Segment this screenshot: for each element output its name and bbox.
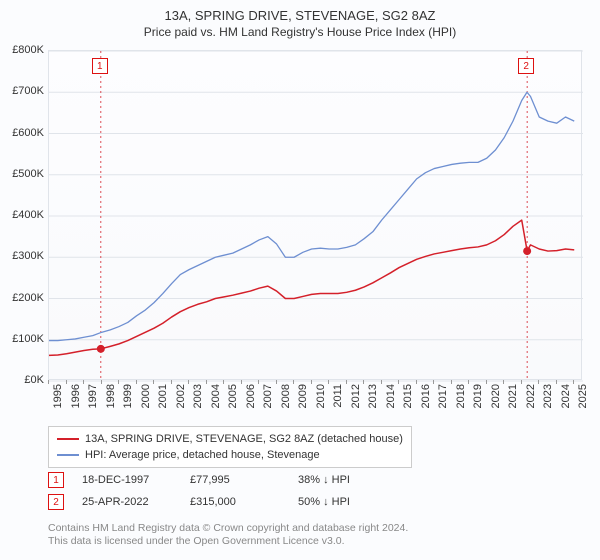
legend-label: 13A, SPRING DRIVE, STEVENAGE, SG2 8AZ (d… [85, 431, 403, 447]
xtick-label: 1995 [52, 384, 64, 408]
xtick-label: 2018 [455, 384, 467, 408]
sale-price: £315,000 [190, 496, 280, 508]
xtick-label: 2010 [315, 384, 327, 408]
xtick-label: 2023 [542, 384, 554, 408]
xtick-label: 2020 [490, 384, 502, 408]
chart-sale-badge: 2 [518, 58, 534, 74]
xtick-label: 2019 [472, 384, 484, 408]
xtick-label: 2017 [437, 384, 449, 408]
xtick-label: 2013 [367, 384, 379, 408]
xtick-label: 2025 [577, 384, 589, 408]
sale-record-row: 1 18-DEC-1997 £77,995 38% ↓ HPI [48, 472, 388, 488]
footer: Contains HM Land Registry data © Crown c… [48, 522, 408, 548]
ytick-label: £700K [4, 85, 44, 97]
xtick-label: 2011 [332, 384, 344, 408]
xtick-label: 1997 [87, 384, 99, 408]
xtick-label: 2022 [525, 384, 537, 408]
xtick-label: 1996 [70, 384, 82, 408]
legend-label: HPI: Average price, detached house, Stev… [85, 447, 320, 463]
xtick-label: 2021 [507, 384, 519, 408]
sale-date: 25-APR-2022 [82, 496, 172, 508]
xtick-label: 2012 [350, 384, 362, 408]
xtick-label: 2024 [560, 384, 572, 408]
footer-line1: Contains HM Land Registry data © Crown c… [48, 522, 408, 535]
xtick-label: 2015 [402, 384, 414, 408]
legend-color-swatch [57, 454, 79, 456]
sale-badge: 1 [48, 472, 64, 488]
ytick-label: £600K [4, 127, 44, 139]
ytick-label: £0K [4, 374, 44, 386]
xtick-label: 2009 [297, 384, 309, 408]
sale-price: £77,995 [190, 474, 280, 486]
ytick-label: £100K [4, 333, 44, 345]
legend-item: 13A, SPRING DRIVE, STEVENAGE, SG2 8AZ (d… [57, 431, 403, 447]
xtick-label: 2000 [140, 384, 152, 408]
sale-badge: 2 [48, 494, 64, 510]
xtick-label: 1998 [105, 384, 117, 408]
xtick-label: 2008 [280, 384, 292, 408]
sale-delta: 38% ↓ HPI [298, 474, 388, 486]
xtick-label: 2006 [245, 384, 257, 408]
xtick-label: 2003 [192, 384, 204, 408]
legend: 13A, SPRING DRIVE, STEVENAGE, SG2 8AZ (d… [48, 426, 412, 468]
ytick-label: £300K [4, 250, 44, 262]
page-title: 13A, SPRING DRIVE, STEVENAGE, SG2 8AZ [0, 8, 600, 23]
xtick-label: 2014 [385, 384, 397, 408]
ytick-label: £200K [4, 292, 44, 304]
sale-date: 18-DEC-1997 [82, 474, 172, 486]
chart-svg [49, 51, 581, 379]
ytick-label: £800K [4, 44, 44, 56]
legend-color-swatch [57, 438, 79, 440]
xtick-label: 2005 [227, 384, 239, 408]
xtick-label: 2016 [420, 384, 432, 408]
legend-item: HPI: Average price, detached house, Stev… [57, 447, 403, 463]
xtick-label: 2001 [157, 384, 169, 408]
footer-line2: This data is licensed under the Open Gov… [48, 535, 408, 548]
xtick-label: 2007 [262, 384, 274, 408]
sale-delta: 50% ↓ HPI [298, 496, 388, 508]
sale-record-row: 2 25-APR-2022 £315,000 50% ↓ HPI [48, 494, 388, 510]
xtick-label: 2004 [210, 384, 222, 408]
ytick-label: £400K [4, 209, 44, 221]
xtick-label: 1999 [122, 384, 134, 408]
xtick-label: 2002 [175, 384, 187, 408]
chart-sale-badge: 1 [92, 58, 108, 74]
chart-plot-area [48, 50, 582, 380]
ytick-label: £500K [4, 168, 44, 180]
page-subtitle: Price paid vs. HM Land Registry's House … [0, 25, 600, 39]
